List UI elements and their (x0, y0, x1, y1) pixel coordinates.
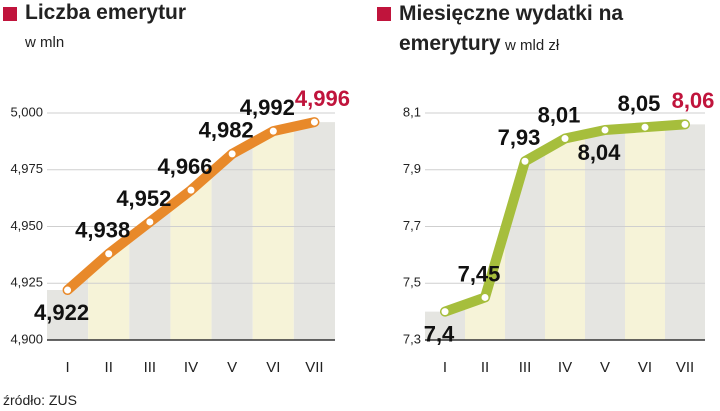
value-label: 8,01 (538, 102, 581, 127)
header-1: Liczba emerytur w mln (3, 0, 333, 56)
chart-subtitle: w mln (25, 34, 65, 51)
x-tick-label: VII (305, 359, 323, 376)
y-tick-label: 5,000 (10, 104, 43, 119)
value-label: 7,4 (424, 321, 455, 346)
column-band (252, 122, 294, 340)
x-tick-label: I (65, 359, 69, 376)
y-tick-label: 7,3 (403, 331, 421, 346)
point (228, 150, 236, 158)
y-tick-label: 7,5 (403, 275, 421, 290)
point (441, 308, 449, 316)
chart-title: Miesięczne wydatki na emerytury (399, 2, 624, 55)
column-band (545, 124, 585, 340)
column-band (625, 124, 665, 340)
y-tick-label: 8,1 (403, 104, 421, 119)
x-tick-label: V (227, 359, 237, 376)
value-label: 4,966 (157, 154, 212, 179)
value-label: 8,05 (618, 91, 661, 116)
value-label: 4,982 (199, 118, 254, 143)
heading: Miesięczne wydatki na emerytury w mld zł (377, 0, 637, 60)
header-2: Miesięczne wydatki na emerytury w mld zł (377, 0, 637, 60)
point (561, 135, 569, 143)
point (681, 120, 689, 128)
point (310, 118, 318, 126)
column-band (585, 124, 625, 340)
x-tick-label: V (600, 359, 610, 376)
point (641, 123, 649, 131)
point (64, 286, 72, 294)
column-band (88, 122, 130, 340)
value-label: 4,996 (295, 86, 350, 111)
x-tick-label: I (443, 359, 447, 376)
point (105, 250, 113, 258)
marker (377, 7, 391, 21)
value-label: 8,06 (672, 88, 715, 113)
y-tick-label: 4,900 (10, 331, 43, 346)
x-tick-label: IV (184, 359, 198, 376)
y-tick-label: 7,9 (403, 161, 421, 176)
value-label: 4,952 (116, 186, 171, 211)
marker (3, 7, 17, 21)
charts: 4,9004,9254,9504,9755,000I4,922II4,938II… (10, 86, 714, 376)
point (521, 157, 529, 165)
value-label: 4,922 (34, 300, 89, 325)
column-band (665, 124, 705, 340)
x-tick-label: VI (638, 359, 652, 376)
x-tick-label: VI (266, 359, 280, 376)
heading: Liczba emerytur w mln (3, 0, 333, 56)
value-label: 4,938 (75, 218, 130, 243)
chart: 4,900 4,925 4,950 4,975 5,000 I 4,922 II 4,938 II… (10, 86, 350, 376)
source: źródło: ZUS (3, 392, 77, 408)
point (601, 126, 609, 134)
chart-subtitle: w mld zł (505, 37, 560, 54)
y-tick-label: 4,925 (10, 275, 43, 290)
point (187, 186, 195, 194)
value-label: 4,992 (240, 95, 295, 120)
x-tick-label: VII (676, 359, 694, 376)
value-label: 7,45 (458, 261, 501, 286)
x-tick-label: IV (558, 359, 572, 376)
chart-title: Liczba emerytur (25, 1, 187, 24)
point (269, 127, 277, 135)
x-tick-label: III (519, 359, 532, 376)
x-tick-label: II (481, 359, 489, 376)
point (481, 293, 489, 301)
x-tick-label: III (144, 359, 157, 376)
value-label: 8,04 (578, 140, 622, 165)
y-tick-label: 4,975 (10, 161, 43, 176)
value-label: 7,93 (498, 125, 541, 150)
y-tick-label: 4,950 (10, 218, 43, 233)
point (146, 218, 154, 226)
column-band (293, 122, 335, 340)
y-tick-label: 7,7 (403, 218, 421, 233)
chart: 7,3 7,5 7,7 7,9 8,1 I 7,4 II 7,45 III 7,93 IV 8,01 V 8… (403, 88, 714, 376)
x-tick-label: II (105, 359, 113, 376)
